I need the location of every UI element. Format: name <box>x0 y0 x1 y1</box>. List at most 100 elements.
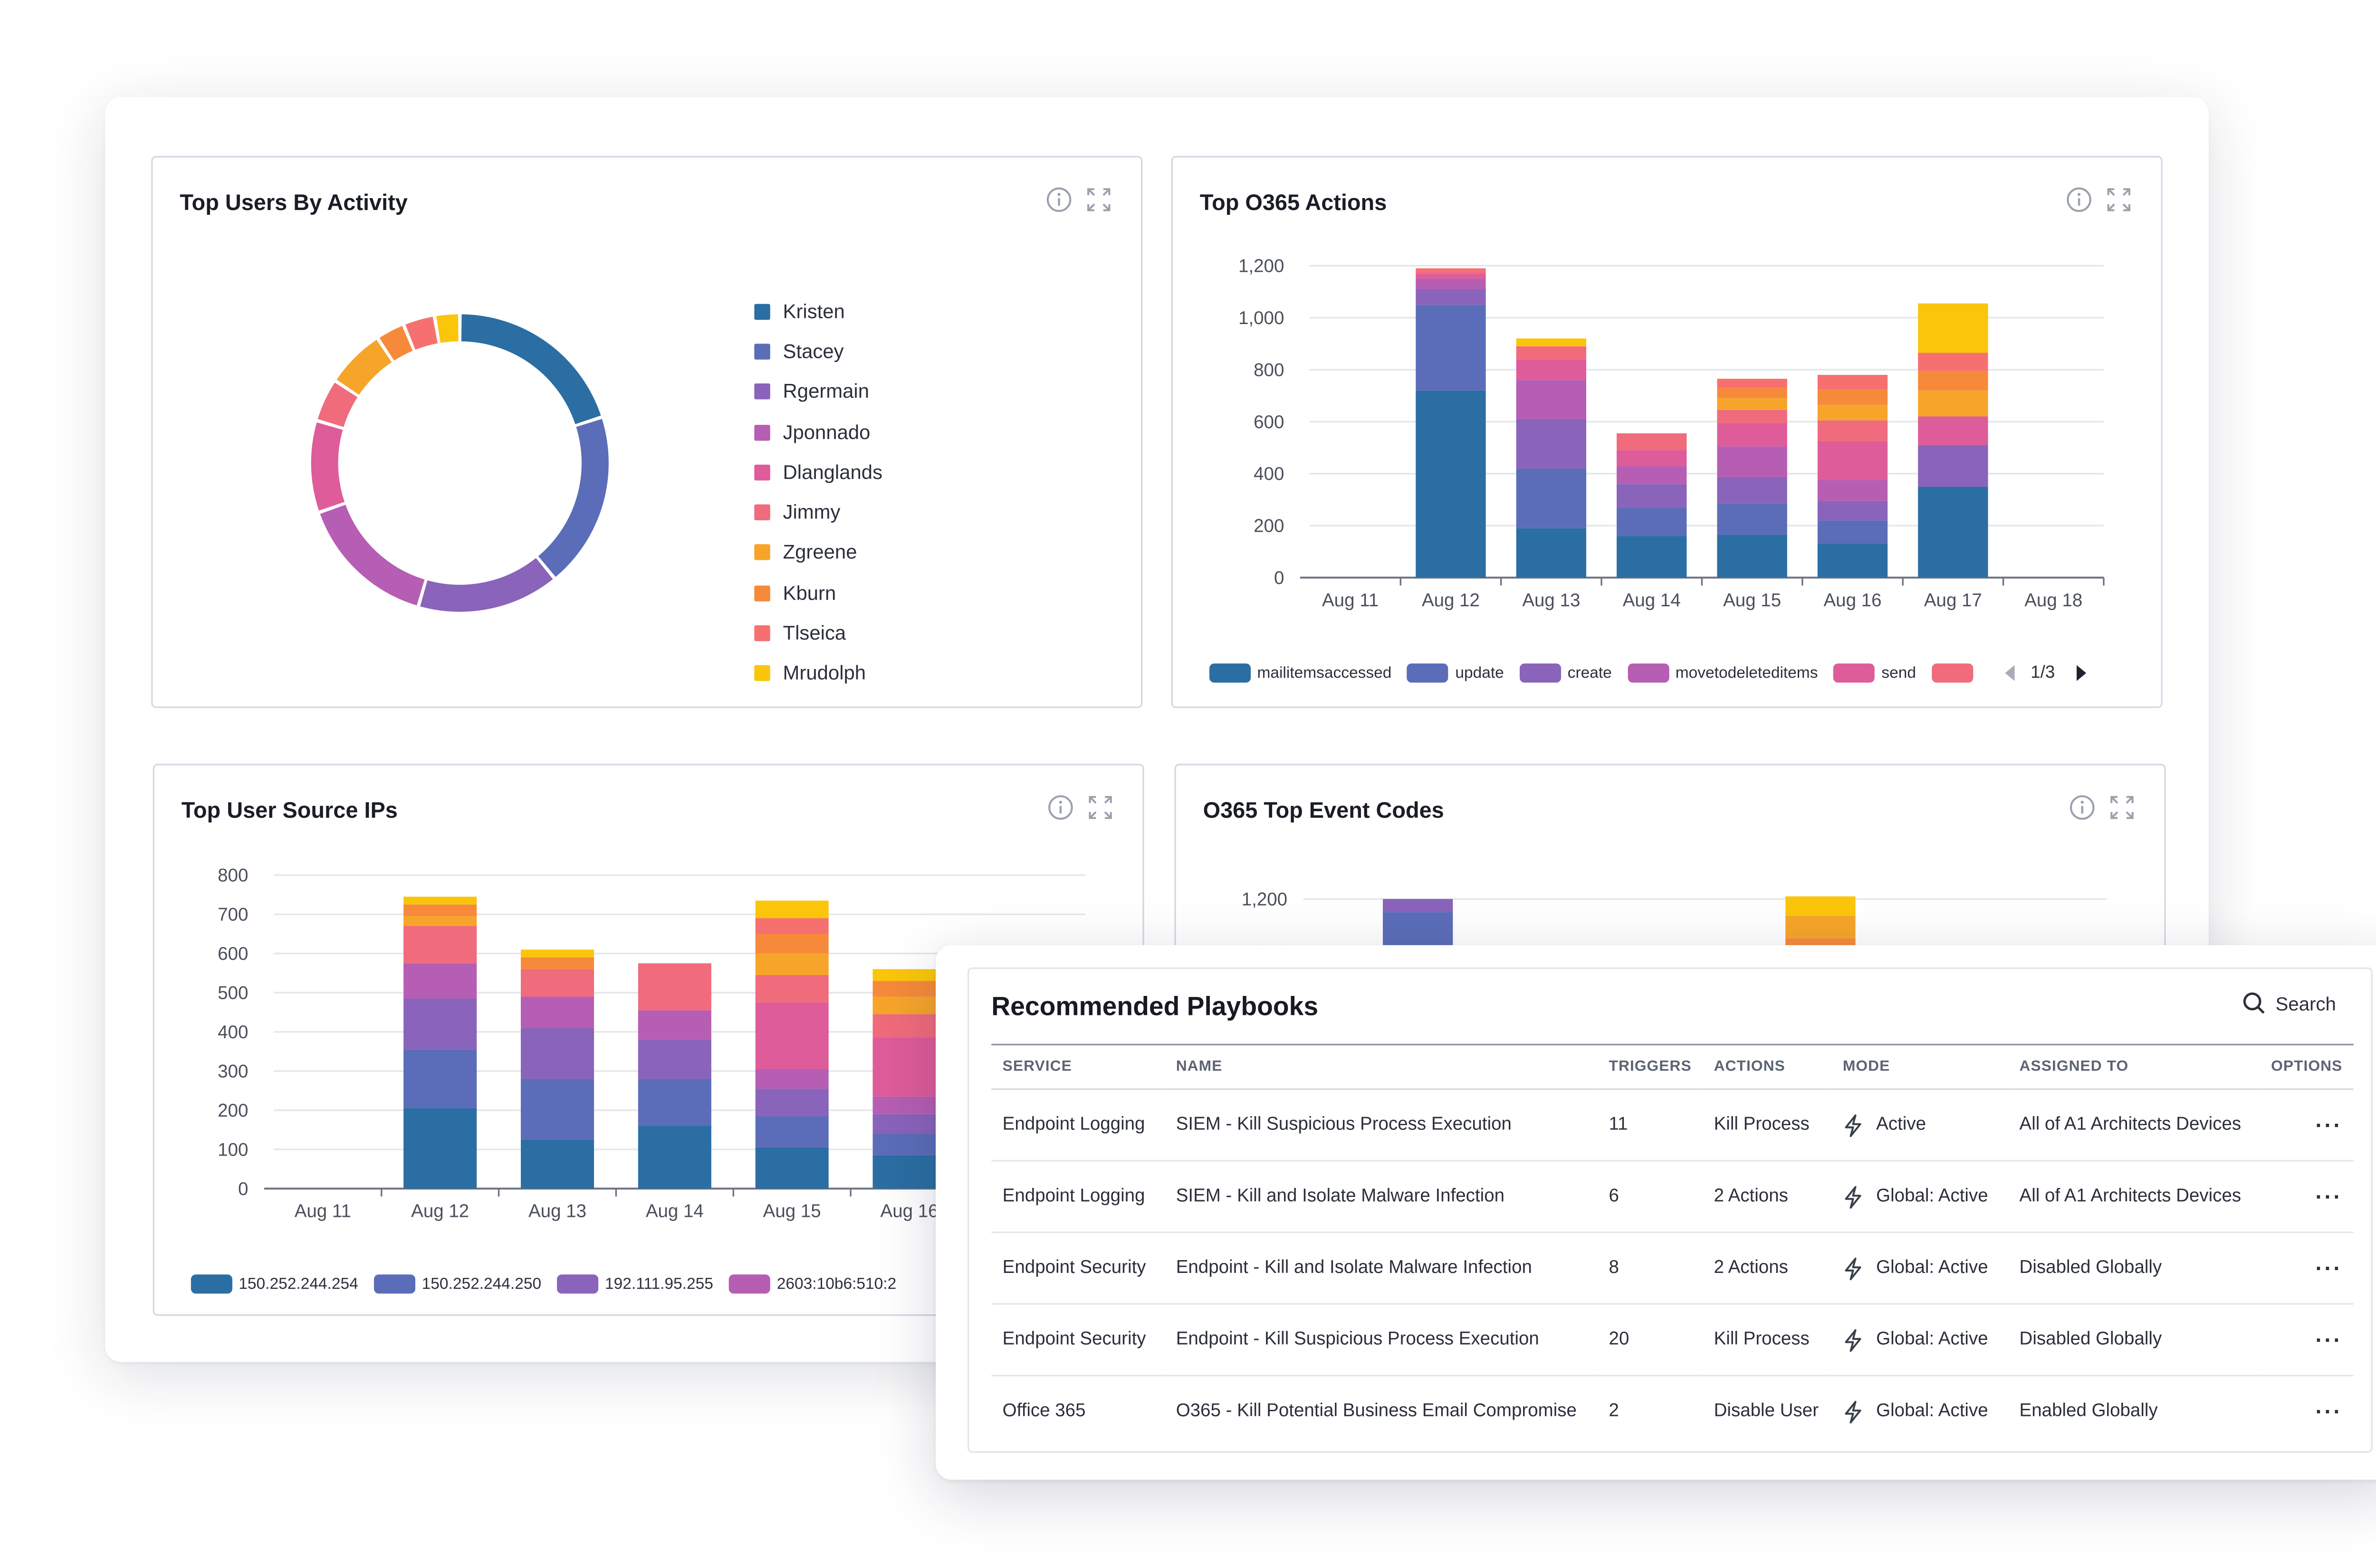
bar-segment[interactable] <box>1516 346 1587 360</box>
bar-segment[interactable] <box>638 1010 711 1040</box>
bar-segment[interactable] <box>520 1028 594 1079</box>
bar-segment[interactable] <box>1785 916 1856 938</box>
info-icon[interactable] <box>1047 794 1074 821</box>
bar-segment[interactable] <box>755 1116 829 1147</box>
bar-segment[interactable] <box>1617 450 1687 466</box>
bar-segment[interactable] <box>1717 398 1787 410</box>
bar-segment[interactable] <box>755 900 829 918</box>
bar-segment[interactable] <box>638 963 711 1011</box>
options-menu-icon[interactable]: ··· <box>2260 1160 2354 1233</box>
col-assigned-to[interactable]: ASSIGNED TO <box>2008 1043 2260 1090</box>
bar-segment[interactable] <box>755 934 829 954</box>
bar-segment[interactable] <box>872 1038 946 1097</box>
bar-segment[interactable] <box>872 1134 946 1156</box>
legend-item[interactable]: Mrudolph <box>754 653 882 694</box>
bar-segment[interactable] <box>1383 899 1453 912</box>
legend-item[interactable]: 2603:10b6:510:2 <box>729 1274 896 1294</box>
donut-slice-jimmy[interactable] <box>317 382 358 428</box>
search-button[interactable]: Search <box>2242 991 2336 1015</box>
bar-segment[interactable] <box>755 953 829 975</box>
options-menu-icon[interactable]: ··· <box>2315 1398 2343 1425</box>
bar-segment[interactable] <box>1717 410 1787 423</box>
table-row[interactable]: Endpoint Logging SIEM - Kill Suspicious P… <box>991 1089 2354 1162</box>
donut-slice-dlanglands[interactable] <box>311 422 345 511</box>
bar-segment[interactable] <box>1516 338 1587 346</box>
donut-slice-stacey[interactable] <box>538 419 609 577</box>
donut-slice-jponnado[interactable] <box>320 504 425 606</box>
donut-slice-kristen[interactable] <box>461 314 601 425</box>
bar-segment[interactable] <box>403 998 477 1050</box>
legend-item[interactable]: 192.111.95.255 <box>557 1274 713 1294</box>
info-icon[interactable] <box>1045 186 1073 213</box>
bar-segment[interactable] <box>638 1126 711 1189</box>
legend-item[interactable]: send <box>1833 663 1916 683</box>
bar-segment[interactable] <box>755 1069 829 1089</box>
bar-segment[interactable] <box>755 1089 829 1116</box>
col-service[interactable]: SERVICE <box>991 1043 1165 1090</box>
bar-segment[interactable] <box>403 963 477 999</box>
bar-segment[interactable] <box>520 1079 594 1140</box>
bar-segment[interactable] <box>1617 507 1687 536</box>
bar-segment[interactable] <box>1918 445 1988 487</box>
bar-segment[interactable] <box>1516 419 1587 468</box>
bar-segment[interactable] <box>1817 374 1888 390</box>
bar-segment[interactable] <box>1817 520 1888 544</box>
bar-segment[interactable] <box>1416 268 1486 271</box>
bar-segment[interactable] <box>1416 278 1486 289</box>
bar-segment[interactable] <box>1717 446 1787 478</box>
legend-item[interactable]: Dlanglands <box>754 452 882 493</box>
bar-segment[interactable] <box>1717 379 1787 388</box>
donut-slice-kburn[interactable] <box>379 325 413 361</box>
expand-icon[interactable] <box>1085 186 1112 213</box>
bar-segment[interactable] <box>1817 544 1888 578</box>
bar-segment[interactable] <box>872 996 946 1014</box>
bar-segment[interactable] <box>1717 478 1787 504</box>
bar-segment[interactable] <box>755 1147 829 1189</box>
col-actions[interactable]: ACTIONS <box>1703 1043 1832 1090</box>
table-row[interactable]: Endpoint Logging SIEM - Kill and Isolate … <box>991 1160 2354 1233</box>
bar-segment[interactable] <box>1516 380 1587 419</box>
legend-item[interactable]: Rgermain <box>754 372 882 412</box>
options-menu-icon[interactable]: ··· <box>2260 1232 2354 1305</box>
bar-segment[interactable] <box>403 904 477 917</box>
expand-icon[interactable] <box>2105 186 2132 213</box>
legend-item[interactable]: update <box>1407 663 1504 683</box>
bar-segment[interactable] <box>403 897 477 905</box>
bar-segment[interactable] <box>1918 487 1988 578</box>
donut-slice-tlseica[interactable] <box>405 316 438 350</box>
bar-segment[interactable] <box>1817 480 1888 501</box>
legend-item[interactable]: 150.252.244.254 <box>191 1274 358 1294</box>
donut-slice-zgreene[interactable] <box>336 340 392 395</box>
bar-segment[interactable] <box>1918 371 1988 391</box>
col-name[interactable]: NAME <box>1165 1043 1598 1090</box>
bar-segment[interactable] <box>872 981 946 997</box>
bar-segment[interactable] <box>1416 273 1486 279</box>
legend-prev-icon[interactable] <box>2002 663 2018 682</box>
legend-item[interactable]: Jimmy <box>754 492 882 533</box>
expand-icon[interactable] <box>1087 794 1114 821</box>
legend-item[interactable] <box>1932 663 1980 683</box>
info-icon[interactable] <box>2069 794 2096 821</box>
bar-segment[interactable] <box>403 916 477 926</box>
bar-segment[interactable] <box>1416 305 1486 391</box>
bar-segment[interactable] <box>403 926 477 964</box>
bar-segment[interactable] <box>1817 404 1888 421</box>
donut-slice-mrudolph[interactable] <box>436 314 459 343</box>
table-row[interactable]: Endpoint Security Endpoint - Kill and Iso… <box>991 1232 2354 1305</box>
legend-item[interactable]: Jponnado <box>754 412 882 452</box>
table-row[interactable]: Office 365 O365 - Kill Potential Business… <box>991 1376 2353 1446</box>
bar-segment[interactable] <box>1918 416 1988 445</box>
legend-next-icon[interactable] <box>2074 663 2090 682</box>
bar-segment[interactable] <box>1617 536 1687 578</box>
bar-segment[interactable] <box>872 969 946 981</box>
bar-segment[interactable] <box>872 1014 946 1038</box>
bar-segment[interactable] <box>755 1002 829 1069</box>
legend-item[interactable]: movetodeleteditems <box>1628 663 1818 683</box>
bar-segment[interactable] <box>638 1079 711 1126</box>
legend-item[interactable]: Zgreene <box>754 533 882 573</box>
legend-item[interactable]: mailitemsaccessed <box>1209 663 1391 683</box>
bar-segment[interactable] <box>1617 466 1687 484</box>
bar-segment[interactable] <box>1785 896 1856 916</box>
info-icon[interactable] <box>2066 186 2093 213</box>
bar-segment[interactable] <box>1416 289 1486 305</box>
